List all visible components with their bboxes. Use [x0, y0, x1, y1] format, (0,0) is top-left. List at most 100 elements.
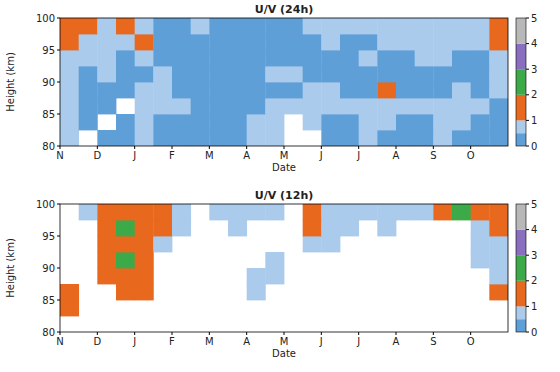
cell — [97, 204, 116, 220]
cell — [153, 18, 172, 34]
x-tick — [97, 332, 98, 335]
cell — [321, 50, 340, 66]
cell — [489, 98, 508, 114]
cell — [172, 18, 191, 34]
cell — [172, 34, 191, 50]
colorbar-tick-label: 4 — [531, 38, 537, 49]
colorbar-tick — [526, 280, 529, 281]
cell — [303, 66, 322, 82]
cell — [116, 236, 135, 252]
cell — [116, 50, 135, 66]
cell — [284, 98, 303, 114]
cell — [415, 98, 434, 114]
colorbar-tick-label: 4 — [531, 224, 537, 235]
x-tick — [97, 146, 98, 149]
cell — [396, 82, 415, 98]
colorbar-tick — [526, 146, 529, 147]
x-tick-label: J — [356, 336, 360, 347]
x-tick — [284, 332, 285, 335]
cell — [153, 34, 172, 50]
cell — [415, 130, 434, 146]
y-tick — [57, 18, 60, 19]
cell — [116, 204, 135, 220]
cell — [377, 114, 396, 130]
cell — [303, 18, 322, 34]
cell — [135, 204, 154, 220]
x-tick — [172, 146, 173, 149]
cell — [452, 114, 471, 130]
cells — [60, 204, 508, 316]
colorbar-tick-label: 1 — [531, 301, 537, 312]
cell — [172, 82, 191, 98]
cell — [452, 204, 471, 220]
cell — [265, 34, 284, 50]
colorbar-tick — [526, 43, 529, 44]
colorbar-tick — [526, 69, 529, 70]
cell — [321, 18, 340, 34]
cell — [97, 66, 116, 82]
cell — [396, 204, 415, 220]
x-tick-label: N — [56, 336, 63, 347]
colorbar-band — [516, 120, 526, 133]
colorbar-band — [516, 69, 526, 95]
cell — [247, 268, 266, 284]
y-tick — [57, 300, 60, 301]
y-tick-label: 85 — [42, 109, 55, 120]
cell — [359, 204, 378, 220]
cell — [396, 130, 415, 146]
cell — [489, 50, 508, 66]
cell — [228, 130, 247, 146]
cell — [359, 130, 378, 146]
cell — [116, 66, 135, 82]
cell — [191, 50, 210, 66]
colorbar-tick-label: 2 — [531, 275, 537, 286]
cell — [172, 66, 191, 82]
x-tick-label: A — [393, 150, 400, 161]
cell — [265, 82, 284, 98]
colorbar-band — [516, 95, 526, 121]
cell — [452, 82, 471, 98]
cell — [433, 18, 452, 34]
cell — [340, 34, 359, 50]
cell — [247, 130, 266, 146]
colorbar-tick-label: 5 — [531, 13, 537, 24]
cell — [471, 130, 490, 146]
cell — [60, 284, 79, 300]
colorbar-tick-label: 2 — [531, 89, 537, 100]
x-tick-label: F — [169, 336, 175, 347]
cell — [172, 220, 191, 236]
cell — [433, 98, 452, 114]
cell — [489, 82, 508, 98]
cell — [377, 220, 396, 236]
x-axis-title: Date — [272, 162, 296, 173]
cell — [247, 114, 266, 130]
cell — [265, 98, 284, 114]
cell — [265, 130, 284, 146]
cell — [97, 268, 116, 284]
cell — [489, 252, 508, 268]
cell — [359, 50, 378, 66]
cell — [116, 220, 135, 236]
cell — [377, 130, 396, 146]
cell — [228, 204, 247, 220]
cell — [321, 220, 340, 236]
y-axis-title: Height (km) — [5, 52, 16, 112]
cell — [97, 82, 116, 98]
x-tick-label: J — [132, 336, 136, 347]
x-tick — [209, 146, 210, 149]
cell — [489, 268, 508, 284]
colorbar-tick-label: 3 — [531, 250, 537, 261]
cell — [79, 204, 98, 220]
cell — [321, 82, 340, 98]
colorbar-tick-label: 5 — [531, 199, 537, 210]
colorbar-band — [516, 255, 526, 281]
cell — [489, 204, 508, 220]
colorbar-tick — [526, 120, 529, 121]
cell — [284, 82, 303, 98]
y-tick — [57, 50, 60, 51]
cell — [153, 236, 172, 252]
colorbar-band — [516, 230, 526, 256]
cell — [265, 204, 284, 220]
y-tick-label: 95 — [42, 231, 55, 242]
cell — [60, 98, 79, 114]
